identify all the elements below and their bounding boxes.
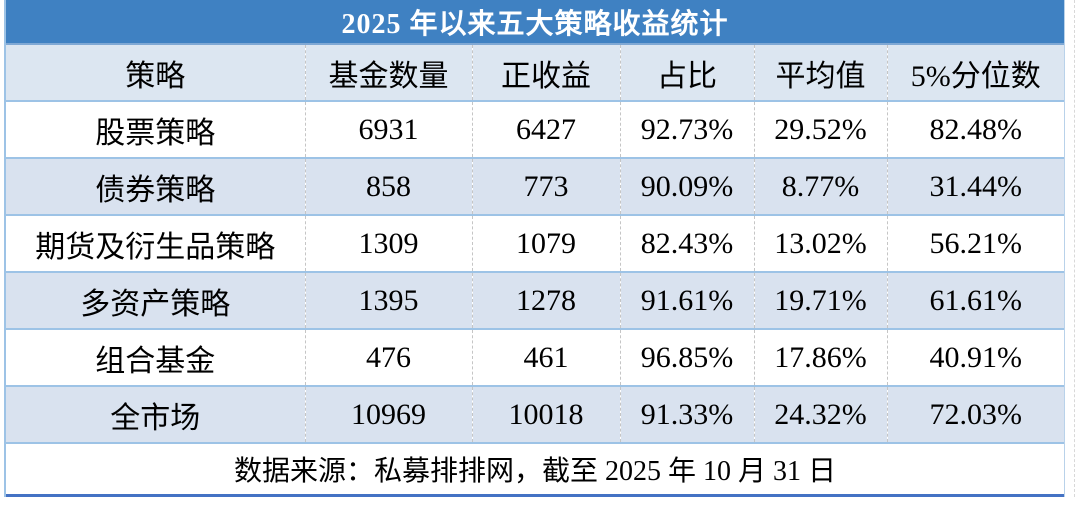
cell-average: 13.02% xyxy=(753,215,887,273)
table-row-multi-asset-strategy: 多资产策略 1395 1278 91.61% 19.71% 61.61% xyxy=(6,272,1064,330)
cell-proportion: 91.33% xyxy=(619,386,754,444)
cell-fund-count: 10969 xyxy=(304,386,472,444)
cell-proportion: 96.85% xyxy=(619,329,754,387)
column-header-average: 平均值 xyxy=(753,43,887,102)
cell-5pct-quantile: 82.48% xyxy=(886,101,1064,159)
table-row-futures-derivatives-strategy: 期货及衍生品策略 1309 1079 82.43% 13.02% 56.21% xyxy=(6,215,1064,273)
cell-fund-count: 6931 xyxy=(304,101,472,159)
cell-average: 29.52% xyxy=(753,101,887,159)
cell-average: 19.71% xyxy=(753,272,887,330)
cell-strategy: 债券策略 xyxy=(6,158,305,216)
cell-proportion: 90.09% xyxy=(619,158,754,216)
table-header-row: 策略 基金数量 正收益 占比 平均值 5%分位数 xyxy=(6,43,1064,102)
cell-positive-return: 773 xyxy=(471,158,620,216)
cell-proportion: 91.61% xyxy=(619,272,754,330)
cell-fund-count: 1395 xyxy=(304,272,472,330)
column-header-proportion: 占比 xyxy=(619,43,754,102)
table-row-fund-of-funds: 组合基金 476 461 96.85% 17.86% 40.91% xyxy=(6,329,1064,387)
cell-strategy: 多资产策略 xyxy=(6,272,305,330)
table-row-stock-strategy: 股票策略 6931 6427 92.73% 29.52% 82.48% xyxy=(6,101,1064,159)
cell-average: 24.32% xyxy=(753,386,887,444)
cell-strategy: 组合基金 xyxy=(6,329,305,387)
spreadsheet-gridline xyxy=(1074,0,1075,497)
cell-fund-count: 476 xyxy=(304,329,472,387)
cell-average: 8.77% xyxy=(753,158,887,216)
cell-strategy: 期货及衍生品策略 xyxy=(6,215,305,273)
cell-5pct-quantile: 72.03% xyxy=(886,386,1064,444)
cell-positive-return: 1278 xyxy=(471,272,620,330)
cell-positive-return: 6427 xyxy=(471,101,620,159)
cell-5pct-quantile: 61.61% xyxy=(886,272,1064,330)
cell-positive-return: 10018 xyxy=(471,386,620,444)
strategy-returns-table: 2025 年以来五大策略收益统计 策略 基金数量 正收益 占比 平均值 5%分位… xyxy=(4,0,1065,497)
cell-average: 17.86% xyxy=(753,329,887,387)
cell-strategy: 全市场 xyxy=(6,386,305,444)
data-source-note: 数据来源：私募排排网，截至 2025 年 10 月 31 日 xyxy=(6,443,1064,497)
cell-positive-return: 1079 xyxy=(471,215,620,273)
table-row-bond-strategy: 债券策略 858 773 90.09% 8.77% 31.44% xyxy=(6,158,1064,216)
table-title-bar: 2025 年以来五大策略收益统计 xyxy=(6,0,1064,43)
cell-5pct-quantile: 40.91% xyxy=(886,329,1064,387)
cell-proportion: 92.73% xyxy=(619,101,754,159)
column-header-5pct-quantile: 5%分位数 xyxy=(886,43,1064,102)
cell-fund-count: 858 xyxy=(304,158,472,216)
cell-5pct-quantile: 31.44% xyxy=(886,158,1064,216)
column-header-fund-count: 基金数量 xyxy=(304,43,472,102)
column-header-positive-return: 正收益 xyxy=(471,43,620,102)
stats-table: 策略 基金数量 正收益 占比 平均值 5%分位数 股票策略 6931 6427 … xyxy=(6,43,1064,497)
table-title: 2025 年以来五大策略收益统计 xyxy=(341,8,729,40)
cell-5pct-quantile: 56.21% xyxy=(886,215,1064,273)
table-footer-row: 数据来源：私募排排网，截至 2025 年 10 月 31 日 xyxy=(6,443,1064,497)
cell-fund-count: 1309 xyxy=(304,215,472,273)
cell-strategy: 股票策略 xyxy=(6,101,305,159)
cell-positive-return: 461 xyxy=(471,329,620,387)
cell-proportion: 82.43% xyxy=(619,215,754,273)
column-header-strategy: 策略 xyxy=(6,43,305,102)
table-row-whole-market: 全市场 10969 10018 91.33% 24.32% 72.03% xyxy=(6,386,1064,444)
